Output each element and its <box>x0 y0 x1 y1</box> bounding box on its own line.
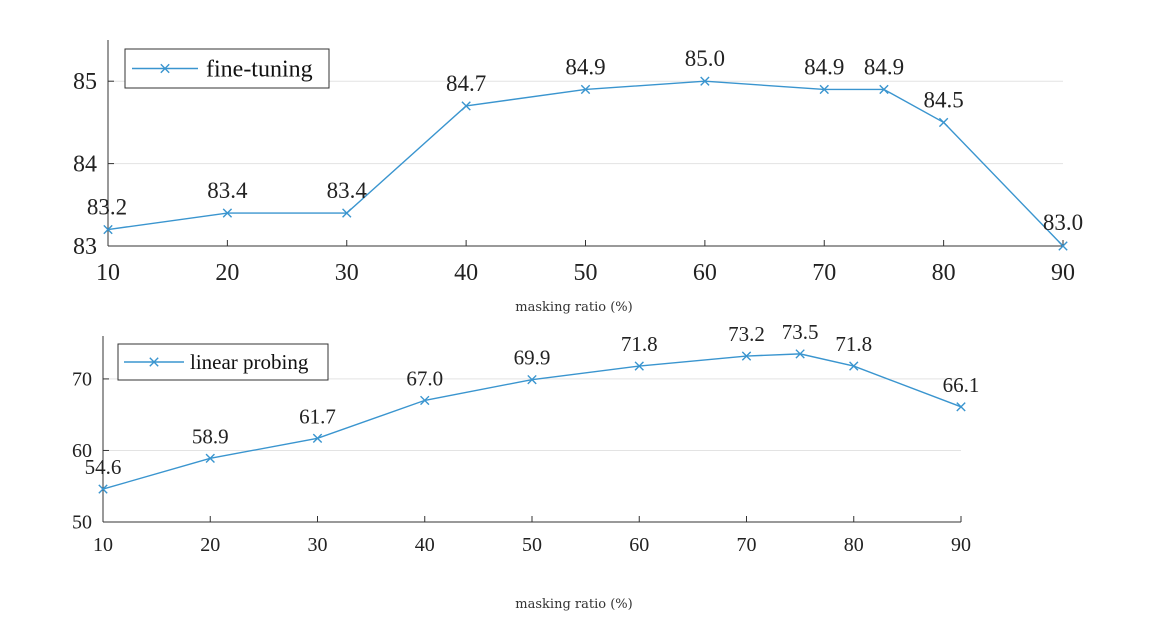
data-label: 83.4 <box>207 178 248 203</box>
x-marker <box>205 453 215 464</box>
series-line <box>102 353 962 490</box>
x-marker <box>342 208 352 218</box>
x-axis-label: masking ratio (%) <box>515 597 632 612</box>
data-point-marker <box>222 208 233 218</box>
x-marker <box>634 361 644 371</box>
data-point-marker <box>795 349 805 359</box>
data-point-marker <box>634 361 644 371</box>
data-label: 71.8 <box>621 332 658 356</box>
data-point-marker <box>1058 241 1068 251</box>
x-tick-label: 10 <box>93 534 113 556</box>
legend-label: fine-tuning <box>206 56 313 82</box>
y-tick-label: 70 <box>72 369 92 391</box>
data-label: 83.2 <box>87 195 127 220</box>
data-label: 84.9 <box>864 54 904 79</box>
x-tick-label: 80 <box>844 534 864 556</box>
data-point-marker <box>849 361 859 371</box>
data-point-marker <box>879 84 889 95</box>
legend-label: linear probing <box>190 350 309 374</box>
data-point-marker <box>741 351 752 361</box>
y-tick-label: 50 <box>72 512 92 534</box>
data-label: 69.9 <box>514 346 551 370</box>
x-marker <box>819 84 829 95</box>
x-marker <box>956 402 966 412</box>
x-marker <box>527 374 537 385</box>
data-point-marker <box>956 402 966 412</box>
fine-tuning-chart: 10 20 30 40 50 60 70 80 90 83 84 85 masking ratio (%… <box>73 40 1083 315</box>
x-marker <box>420 395 430 406</box>
y-tick-label: 85 <box>73 69 97 95</box>
x-marker <box>1058 241 1068 251</box>
data-label: 84.5 <box>924 87 964 112</box>
data-label: 84.9 <box>804 54 844 79</box>
x-tick-label: 10 <box>96 260 120 286</box>
data-label: 73.2 <box>728 322 765 346</box>
data-point-marker <box>938 117 949 128</box>
x-tick-label: 50 <box>574 260 598 286</box>
x-marker <box>98 484 108 494</box>
x-axis-label: masking ratio (%) <box>515 300 632 315</box>
data-label: 54.6 <box>85 455 122 479</box>
x-tick-label: 40 <box>454 260 478 286</box>
data-point-marker <box>527 374 537 385</box>
x-marker <box>938 117 949 128</box>
data-point-marker <box>98 484 108 494</box>
linear-probing-chart: 10 20 30 40 50 60 70 80 90 50 60 70 masking ratio (%… <box>72 320 979 612</box>
x-marker <box>461 101 471 111</box>
x-marker <box>795 349 805 359</box>
data-point-marker <box>580 84 591 95</box>
data-point-marker <box>819 84 829 95</box>
x-tick-label: 80 <box>932 260 956 286</box>
x-tick-label: 90 <box>951 534 971 556</box>
data-point-marker <box>312 433 323 443</box>
data-label: 67.0 <box>406 366 443 390</box>
x-marker <box>849 361 859 371</box>
data-point-marker <box>342 208 352 218</box>
x-tick-label: 90 <box>1051 260 1075 286</box>
data-label: 84.9 <box>565 54 605 79</box>
x-tick-label: 70 <box>737 534 757 556</box>
x-tick-label: 50 <box>522 534 542 556</box>
data-label: 58.9 <box>192 424 229 448</box>
y-tick-label: 60 <box>72 440 92 462</box>
data-label: 66.1 <box>943 373 980 397</box>
data-label: 84.7 <box>446 71 486 96</box>
data-label: 71.8 <box>835 332 872 356</box>
x-tick-label: 30 <box>335 260 359 286</box>
x-marker <box>741 351 752 361</box>
series-line <box>107 80 1064 247</box>
data-point-marker <box>205 453 215 464</box>
data-point-marker <box>420 395 430 406</box>
y-tick-label: 83 <box>73 234 97 260</box>
x-marker <box>700 76 710 86</box>
x-tick-label: 40 <box>415 534 435 556</box>
x-tick-label: 20 <box>200 534 220 556</box>
data-point-marker <box>700 76 710 86</box>
data-label: 61.7 <box>299 404 336 428</box>
data-label: 83.0 <box>1043 210 1083 235</box>
data-label: 73.5 <box>782 320 819 344</box>
legend-marker <box>160 63 170 74</box>
x-marker <box>879 84 889 95</box>
x-marker <box>312 433 323 443</box>
data-label: 85.0 <box>685 46 725 71</box>
y-tick-label: 84 <box>73 152 97 178</box>
legend-marker <box>149 357 159 367</box>
x-tick-label: 30 <box>308 534 328 556</box>
x-tick-label: 70 <box>812 260 836 286</box>
data-label: 83.4 <box>327 178 368 203</box>
data-point-marker <box>103 224 113 235</box>
x-tick-label: 60 <box>693 260 717 286</box>
x-marker <box>103 224 113 235</box>
x-tick-label: 20 <box>215 260 239 286</box>
x-marker <box>222 208 233 218</box>
x-marker <box>580 84 591 95</box>
data-point-marker <box>461 101 471 111</box>
x-tick-label: 60 <box>629 534 649 556</box>
